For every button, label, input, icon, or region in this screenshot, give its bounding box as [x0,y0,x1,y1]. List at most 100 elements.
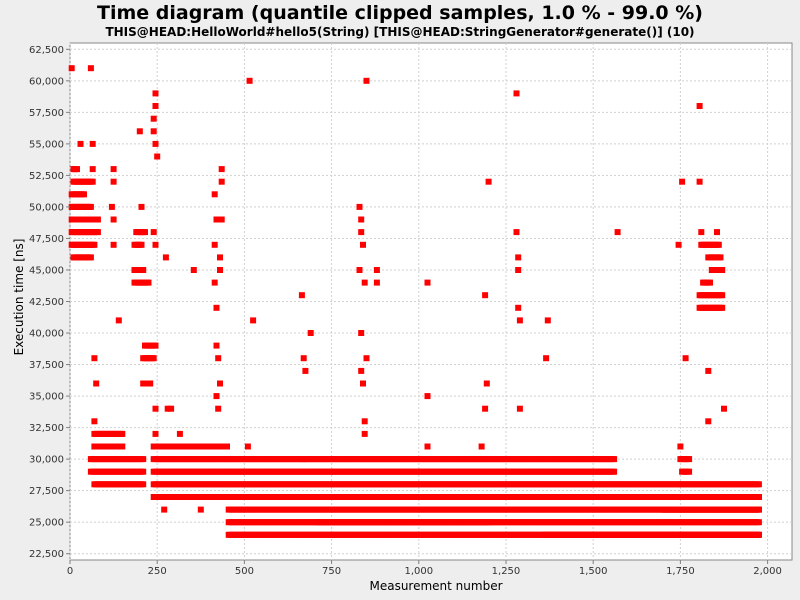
y-tick-label: 47,500 [29,234,64,245]
data-point [483,380,490,387]
data-point [217,267,223,273]
data-point [150,115,157,122]
data-point [705,418,712,425]
data-point [152,241,159,248]
data-point [119,430,126,437]
x-tick-label: 1,500 [579,566,608,577]
data-point [215,405,222,412]
data-point [215,355,222,362]
y-tick-label: 60,000 [29,76,64,87]
data-point [213,393,220,400]
data-point [675,241,682,248]
y-tick-label: 50,000 [29,202,64,213]
data-point [424,393,431,400]
data-point [89,140,96,147]
y-tick-label: 22,500 [29,549,64,560]
data-point [213,342,220,349]
data-point [77,140,84,147]
x-tick-label: 2,000 [753,566,782,577]
data-point [150,229,157,236]
data-point [363,77,370,84]
data-point [686,468,693,475]
data-point [110,216,117,223]
data-point [755,494,762,500]
data-point [91,355,98,362]
data-point [150,128,157,135]
data-point [140,468,147,475]
x-tick-label: 0 [67,566,73,577]
data-point [197,506,204,513]
data-point [72,166,79,173]
data-point [515,254,522,261]
data-point [721,405,727,412]
data-point [152,405,159,412]
x-axis: 0 250 500 750 1,000 1,250 1,500 1,750 2,000 [67,560,782,577]
data-point [361,279,368,286]
y-tick-label: 42,500 [29,297,64,308]
data-point [302,367,309,374]
data-point [705,367,712,374]
data-point [513,229,520,236]
data-point [89,166,96,173]
data-point [513,90,520,97]
data-point [516,405,523,412]
data-point [696,178,703,185]
data-point [686,456,693,463]
chart-title: Time diagram (quantile clipped samples, … [97,2,703,24]
data-point [356,267,363,273]
data-point [361,430,368,437]
data-point [140,481,147,488]
x-tick-label: 1,000 [404,566,433,577]
data-point [360,241,366,248]
data-point [211,279,218,286]
data-point [250,317,257,324]
data-point [719,292,726,299]
x-tick-label: 750 [322,566,341,577]
data-point [161,506,168,513]
data-point [89,178,96,185]
data-point [698,229,705,236]
grid-lines [69,43,792,560]
x-tick-label: 1,250 [492,566,521,577]
data-point [152,430,159,437]
data-point [218,166,225,173]
data-point [360,380,366,387]
data-point [682,355,689,362]
y-tick-label: 45,000 [29,265,64,276]
data-point [719,267,726,273]
data-point [677,443,684,450]
data-point [679,178,686,185]
data-point [154,153,161,160]
data-point [614,229,621,236]
data-point [244,443,251,450]
data-point [147,380,154,387]
data-point [482,405,489,412]
data-point [138,203,145,210]
y-tick-label: 27,500 [29,486,64,497]
data-point [68,65,75,72]
x-tick-label: 1,750 [666,566,695,577]
data-point [217,254,223,261]
data-points [68,65,762,538]
data-point [213,304,220,311]
data-point [91,241,98,248]
data-point [717,254,724,261]
data-point [81,191,87,198]
data-point [168,405,175,412]
data-point [217,380,223,387]
data-point [218,178,225,185]
data-point [358,229,365,236]
data-point [544,317,551,324]
data-point [755,519,762,526]
data-point [110,166,117,173]
data-point [142,229,148,236]
data-point [218,216,225,223]
y-tick-label: 55,000 [29,139,64,150]
data-point [543,355,550,362]
data-point [190,267,197,273]
data-point [138,241,145,248]
data-point [358,367,365,374]
y-tick-label: 30,000 [29,455,64,466]
data-point [136,128,143,135]
